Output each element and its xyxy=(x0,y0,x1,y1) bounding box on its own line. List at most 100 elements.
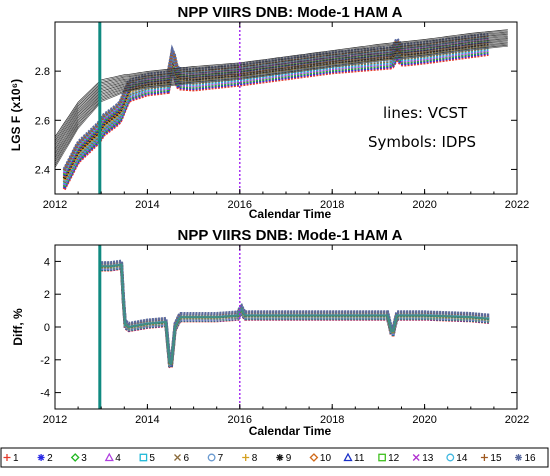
legend-item: 3 xyxy=(70,453,87,464)
legend-item: 14 xyxy=(446,453,468,464)
x-tick-label: 2016 xyxy=(228,414,252,426)
y-tick-label: 4 xyxy=(44,256,50,268)
y-tick-label: 0 xyxy=(44,322,50,334)
legend-marker-triangle xyxy=(104,452,114,462)
legend-item: 10 xyxy=(309,453,332,464)
y-tick-label: -4 xyxy=(40,388,50,400)
bottom-chart: NPP VIIRS DNB: Mode-1 HAM A 2012 2014 2016… xyxy=(11,227,529,438)
legend-item: 8 xyxy=(242,453,258,464)
vcst-detector-line xyxy=(55,38,508,154)
legend-item: 6 xyxy=(174,453,190,464)
legend-label: 10 xyxy=(320,453,332,464)
legend-label: 7 xyxy=(218,453,224,464)
legend-box xyxy=(0,447,549,468)
legend-item: 16 xyxy=(515,453,536,464)
legend-label: 8 xyxy=(252,453,258,464)
legend-marker-circle xyxy=(207,453,216,462)
top-x-axis-label: Calendar Time xyxy=(249,207,332,221)
top-chart-title: NPP VIIRS DNB: Mode-1 HAM A xyxy=(177,4,402,21)
legend-label: 12 xyxy=(388,453,400,464)
legend-marker-asterisk xyxy=(37,454,45,461)
vcst-detector-line xyxy=(55,43,508,164)
legend-marker-+ xyxy=(3,454,11,461)
x-tick-label: 2014 xyxy=(135,199,159,211)
bottom-y-axis-label: Diff, % xyxy=(11,308,25,346)
vcst-detector-line xyxy=(55,42,508,162)
legend-item: 12 xyxy=(378,453,400,464)
legend-item: 9 xyxy=(276,453,292,464)
legend-item: 11 xyxy=(343,452,365,464)
bottom-x-axis-label: Calendar Time xyxy=(249,424,332,438)
bottom-plot-clip xyxy=(98,245,490,409)
x-tick-label: 2012 xyxy=(43,199,67,211)
legend-label: 9 xyxy=(286,453,292,464)
vcst-detector-line xyxy=(55,41,508,160)
x-tick-label: 2020 xyxy=(412,199,436,211)
vcst-detector-line xyxy=(55,30,508,140)
legend-marker-x xyxy=(174,454,181,461)
legend-marker-asterisk xyxy=(515,454,522,461)
legend-marker-square xyxy=(378,453,386,462)
legend-label: 11 xyxy=(354,453,365,464)
top-ticks: 2012 2014 2016 2018 2020 2022 2.4 2.6 2.8 xyxy=(35,22,529,211)
legend-item: 15 xyxy=(480,453,502,464)
legend-marker-square xyxy=(139,453,148,462)
y-tick-label: 2.8 xyxy=(35,66,50,78)
vcst-detector-line xyxy=(55,29,508,138)
top-plot-area xyxy=(55,22,508,194)
vcst-detector-line xyxy=(55,45,508,168)
vcst-detector-line xyxy=(55,37,508,152)
annotation-lines: lines: VCST xyxy=(383,104,468,122)
legend-item: 1 xyxy=(3,453,19,464)
top-y-axis-label: LGS F (x10⁶) xyxy=(9,79,23,151)
legend-item: 13 xyxy=(412,453,434,464)
vcst-detector-line xyxy=(55,31,508,142)
bottom-chart-title: NPP VIIRS DNB: Mode-1 HAM A xyxy=(177,227,402,244)
bottom-ticks: 2012 2014 2016 2018 2020 2022 -4 -2 0 2 4 xyxy=(40,245,529,426)
legend-label: 2 xyxy=(47,453,53,464)
vcst-detector-line xyxy=(55,33,508,146)
legend-item: 2 xyxy=(37,453,53,464)
legend-label: 4 xyxy=(115,453,121,464)
legend-label: 1 xyxy=(13,453,19,464)
bottom-plot-area xyxy=(98,245,490,409)
legend-item: 7 xyxy=(207,453,224,464)
legend-label: 14 xyxy=(456,453,468,464)
legend-label: 6 xyxy=(184,453,190,464)
y-tick-label: 2.4 xyxy=(35,164,50,176)
y-tick-label: 2.6 xyxy=(35,115,50,127)
top-chart: NPP VIIRS DNB: Mode-1 HAM A 2012 2014 2016… xyxy=(9,4,529,221)
annotation-symbols: Symbols: IDPS xyxy=(368,133,476,151)
vcst-detector-line xyxy=(55,32,508,144)
vcst-detector-line xyxy=(55,35,508,150)
top-plot-clip xyxy=(55,22,508,194)
legend-marker-+ xyxy=(242,454,250,461)
vcst-detector-line xyxy=(55,44,508,166)
legend-label: 3 xyxy=(81,453,87,464)
diff-detector-band xyxy=(101,259,490,363)
legend-marker-circle xyxy=(446,453,455,462)
legend-marker-+ xyxy=(480,454,488,461)
legend-marker-diamond xyxy=(70,453,80,462)
legend-label: 16 xyxy=(525,453,537,464)
legend-label: 5 xyxy=(149,453,155,464)
y-tick-label: -2 xyxy=(40,355,50,367)
x-tick-label: 2014 xyxy=(135,414,159,426)
x-tick-label: 2022 xyxy=(505,199,529,211)
x-tick-label: 2018 xyxy=(320,414,344,426)
y-tick-label: 2 xyxy=(44,289,50,301)
legend-item: 4 xyxy=(104,452,121,464)
legend-item: 5 xyxy=(139,453,155,464)
vcst-detector-line xyxy=(55,40,508,158)
legend-label: 15 xyxy=(490,453,502,464)
x-tick-label: 2018 xyxy=(320,199,344,211)
vcst-detector-line xyxy=(55,39,508,156)
x-tick-label: 2022 xyxy=(505,414,529,426)
legend-marker-triangle xyxy=(343,452,353,462)
vcst-detector-line xyxy=(55,34,508,148)
diff-mean-line xyxy=(101,263,490,366)
x-tick-label: 2012 xyxy=(43,414,67,426)
legend-marker-asterisk xyxy=(276,454,284,461)
legend-marker-diamond xyxy=(309,453,319,462)
